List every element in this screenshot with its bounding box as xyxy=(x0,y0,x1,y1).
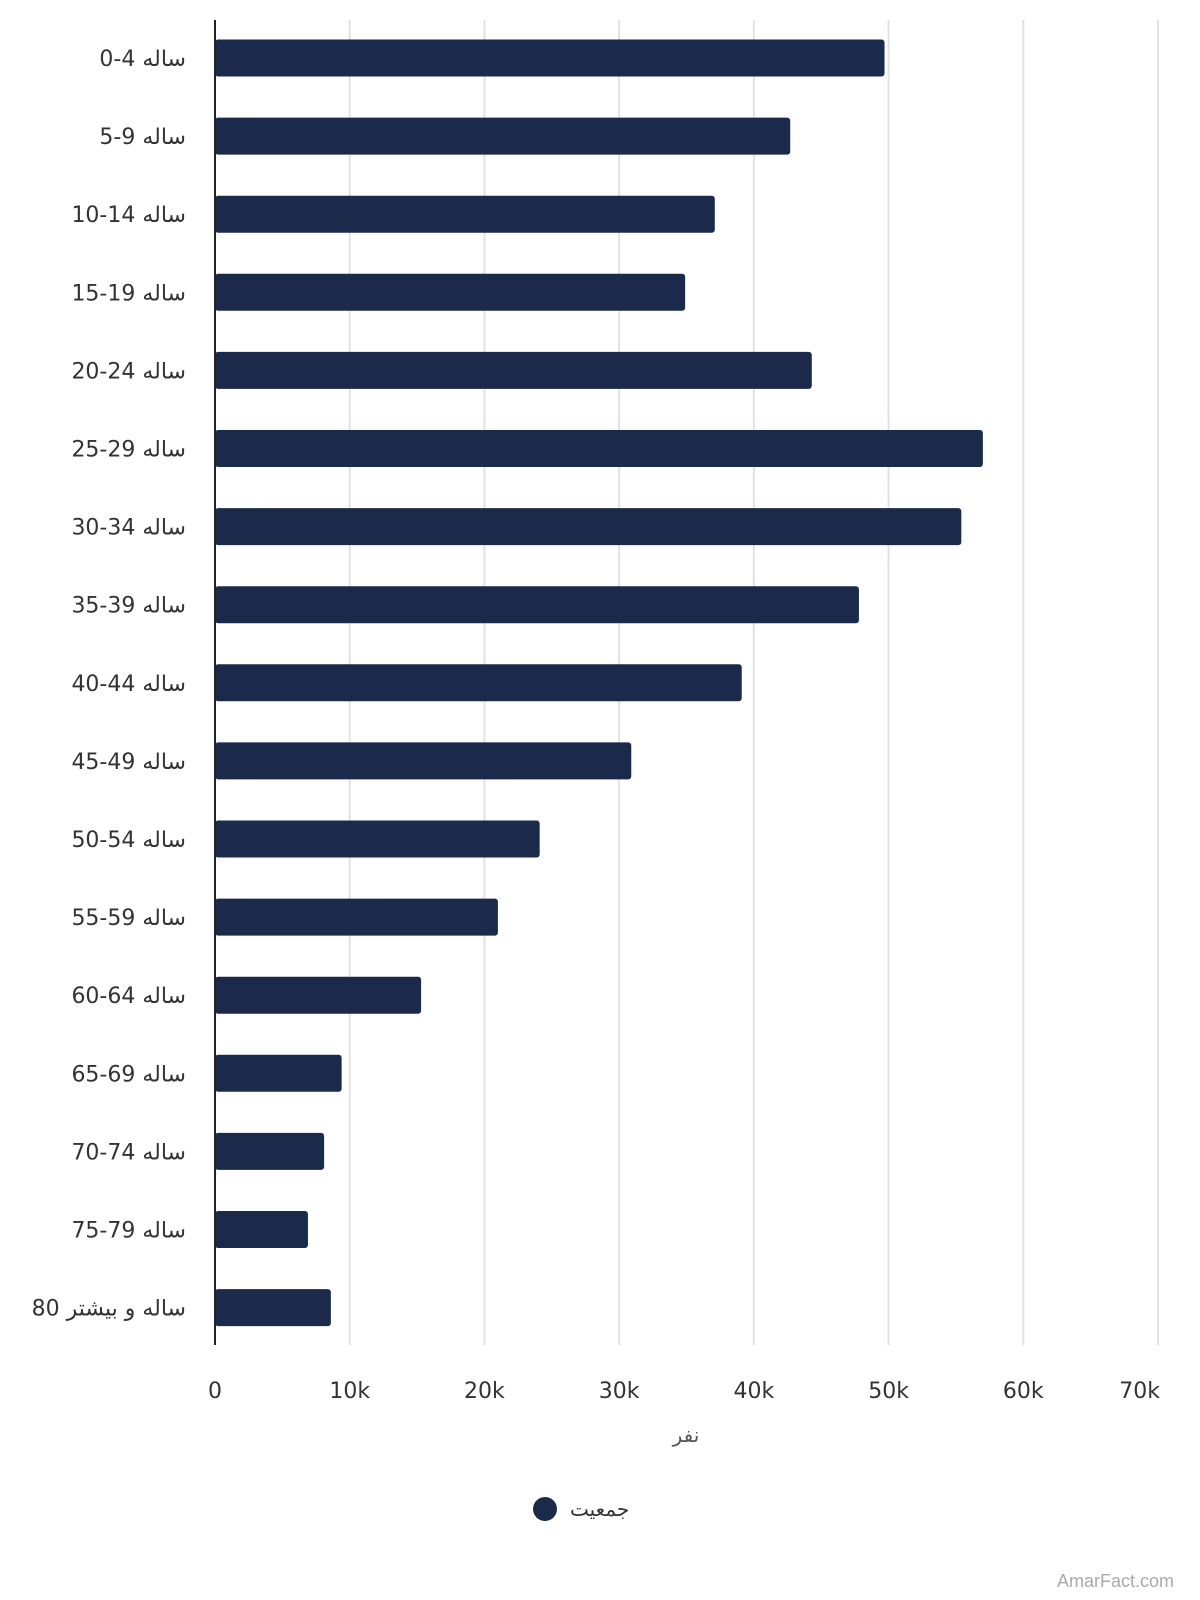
bar xyxy=(215,742,632,780)
category-label: 20-24 ساله xyxy=(71,359,186,384)
category-label: 45-49 ساله xyxy=(71,750,186,775)
x-tick-label: 70k xyxy=(1119,1379,1160,1404)
x-tick-label: 10k xyxy=(329,1379,370,1404)
bar xyxy=(215,195,715,233)
category-label: 50-54 ساله xyxy=(71,828,186,853)
category-label: 70-74 ساله xyxy=(71,1140,186,1165)
category-label: 75-79 ساله xyxy=(71,1219,186,1244)
x-tick-label: 30k xyxy=(599,1379,640,1404)
x-tick-labels: 0 10k 20k 30k 40k 50k 60k 70k xyxy=(208,1379,1160,1404)
x-tick-label: 20k xyxy=(464,1379,505,1404)
bar xyxy=(215,39,885,77)
bar xyxy=(215,664,742,702)
category-labels: 0-4 ساله 5-9 ساله 10-14 ساله 15-19 ساله 20-2… xyxy=(32,47,186,1322)
x-axis-title: نفر xyxy=(672,1423,700,1447)
category-label: 30-34 ساله xyxy=(71,516,186,541)
category-label: 5-9 ساله xyxy=(99,125,186,150)
bar xyxy=(215,273,686,311)
category-label: 80 ساله و بیشتر xyxy=(32,1297,186,1322)
category-label: 55-59 ساله xyxy=(71,906,186,931)
bar xyxy=(215,586,859,624)
bar xyxy=(215,898,498,936)
bar xyxy=(215,820,540,858)
x-tick-label: 40k xyxy=(733,1379,774,1404)
bar xyxy=(215,117,791,155)
legend-swatch xyxy=(533,1497,557,1521)
watermark: AmarFact.com xyxy=(1056,1571,1174,1591)
category-label: 10-14 ساله xyxy=(71,203,186,228)
x-tick-label: 60k xyxy=(1003,1379,1044,1404)
bar xyxy=(215,351,812,389)
bar xyxy=(215,508,962,546)
category-label: 25-29 ساله xyxy=(71,438,186,463)
bars xyxy=(215,39,983,1327)
category-label: 15-19 ساله xyxy=(71,281,186,306)
bar xyxy=(215,1054,342,1092)
legend-label: جمعیت xyxy=(570,1497,629,1521)
legend: جمعیت xyxy=(533,1497,629,1521)
bar xyxy=(215,430,983,467)
category-label: 0-4 ساله xyxy=(99,47,186,72)
bar xyxy=(215,1289,331,1327)
bar xyxy=(215,1211,308,1248)
bar xyxy=(215,976,422,1014)
x-tick-label: 50k xyxy=(868,1379,909,1404)
category-label: 40-44 ساله xyxy=(71,672,186,697)
category-label: 60-64 ساله xyxy=(71,984,186,1009)
category-label: 35-39 ساله xyxy=(71,594,186,619)
category-label: 65-69 ساله xyxy=(71,1062,186,1087)
x-tick-label: 0 xyxy=(208,1379,222,1404)
bar xyxy=(215,1132,325,1170)
